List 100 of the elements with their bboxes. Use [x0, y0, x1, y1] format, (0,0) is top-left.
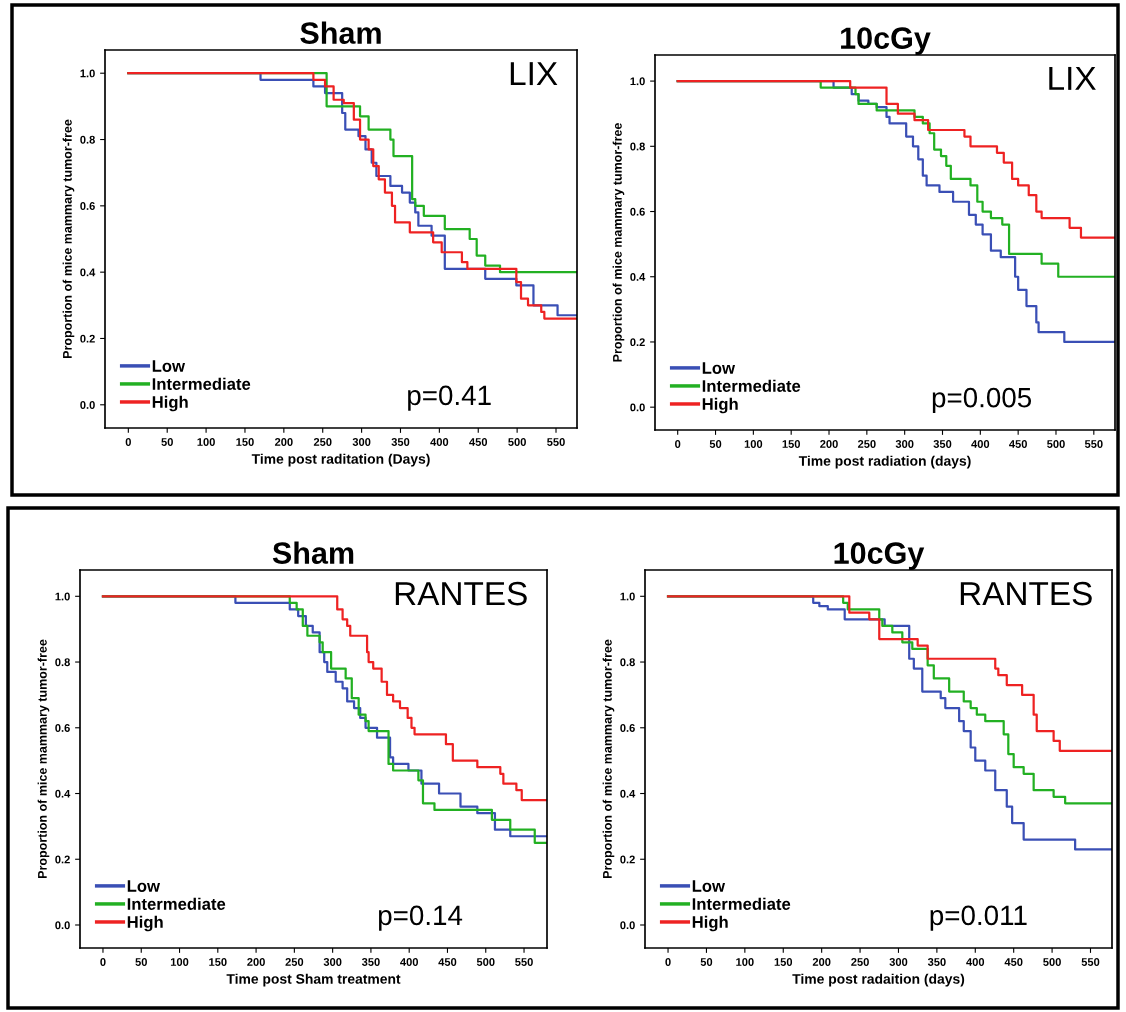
x-tick-label: 450 — [1004, 958, 1023, 966]
x-tick-label: 0 — [100, 958, 106, 966]
x-tick-label: 50 — [700, 958, 713, 966]
y-axis-title: Proportion of mice mammary tumor-free — [37, 639, 50, 878]
y-tick-label: 0.8 — [630, 142, 645, 151]
x-tick-label: 300 — [895, 440, 914, 448]
x-tick-label: 450 — [438, 958, 457, 966]
x-tick-label: 400 — [400, 958, 419, 966]
y-tick-label: 0.4 — [80, 268, 96, 277]
legend-label: Intermediate — [702, 379, 801, 392]
x-tick-label: 250 — [313, 438, 332, 446]
y-tick-label: 0.2 — [620, 855, 635, 864]
x-tick-label: 350 — [361, 958, 380, 966]
annotation: RANTES — [395, 581, 527, 606]
x-tick-label: 550 — [1084, 440, 1103, 448]
x-axis-title: Time post radiation (days) — [798, 455, 971, 469]
annotation: p=0.011 — [930, 905, 1027, 931]
x-tick-label: 100 — [744, 440, 763, 448]
y-tick-label: 0.2 — [80, 334, 95, 343]
y-tick-label: 0.8 — [80, 135, 95, 144]
x-tick-label: 500 — [1043, 958, 1061, 966]
y-tick-label: 0.0 — [630, 403, 645, 412]
x-tick-label: 200 — [274, 438, 293, 446]
x-tick-label: 50 — [161, 438, 173, 446]
y-tick-label: 0.6 — [630, 207, 645, 216]
y-tick-label: 0.4 — [630, 273, 646, 281]
x-axis-title: Time post raditation (Days) — [251, 453, 430, 467]
chart-title: 10cGy — [841, 27, 931, 55]
x-tick-label: 300 — [323, 958, 342, 966]
chart-title: Sham — [272, 541, 354, 564]
y-tick-label: 0.0 — [620, 921, 635, 930]
annotation: LIX — [1049, 66, 1096, 90]
y-axis-title: Proportion of mice mammary tumor-free — [612, 123, 625, 362]
legend-label: High — [152, 395, 188, 412]
y-tick-label: 0.2 — [55, 855, 70, 864]
x-tick-label: 550 — [515, 958, 533, 966]
y-tick-label: 0.0 — [55, 921, 70, 930]
legend-label: Intermediate — [692, 897, 791, 910]
legend-label: High — [127, 915, 163, 932]
x-tick-label: 150 — [782, 440, 800, 448]
annotation: p=0.005 — [932, 387, 1032, 413]
x-tick-label: 400 — [971, 440, 990, 448]
annotation: LIX — [510, 62, 558, 86]
x-tick-label: 550 — [1081, 958, 1100, 966]
x-tick-label: 300 — [889, 958, 908, 966]
x-tick-label: 400 — [966, 958, 985, 966]
x-tick-label: 350 — [933, 440, 952, 448]
y-tick-label: 0.6 — [80, 202, 95, 210]
x-tick-label: 400 — [430, 438, 449, 446]
x-tick-label: 350 — [927, 958, 946, 966]
x-tick-label: 200 — [820, 440, 838, 448]
y-axis-title: Proportion of mice mammary tumor-free — [62, 119, 75, 358]
x-tick-label: 50 — [135, 958, 147, 966]
annotation: RANTES — [960, 581, 1092, 606]
x-tick-label: 500 — [1047, 440, 1065, 448]
x-tick-label: 200 — [812, 958, 831, 966]
x-axis-title: Time post Sham treatment — [226, 973, 401, 987]
annotation: p=0.41 — [408, 385, 491, 411]
x-tick-label: 0 — [675, 440, 681, 448]
y-tick-label: 0.8 — [55, 658, 70, 667]
x-tick-label: 50 — [709, 440, 722, 448]
x-tick-label: 150 — [209, 958, 227, 966]
legend-label: Low — [152, 360, 186, 372]
legend-label: Low — [127, 880, 161, 892]
y-tick-label: 0.0 — [80, 401, 95, 409]
x-tick-label: 0 — [665, 958, 671, 966]
y-tick-label: 0.6 — [55, 724, 70, 732]
x-tick-label: 100 — [197, 438, 215, 446]
x-tick-label: 550 — [547, 438, 565, 446]
y-tick-label: 0.2 — [630, 338, 645, 347]
legend-label: High — [702, 397, 738, 414]
x-tick-label: 150 — [774, 958, 793, 966]
y-tick-label: 1.0 — [620, 592, 635, 601]
x-tick-label: 500 — [476, 958, 495, 966]
chart-title: 10cGy — [834, 542, 925, 570]
y-tick-label: 0.6 — [620, 724, 635, 732]
x-tick-label: 200 — [247, 958, 265, 966]
legend-label: Intermediate — [127, 897, 226, 910]
x-tick-label: 150 — [236, 438, 254, 446]
y-tick-label: 1.0 — [80, 69, 95, 78]
x-tick-label: 100 — [170, 958, 189, 966]
x-axis-title: Time post radaition (days) — [792, 973, 965, 987]
x-tick-label: 0 — [125, 438, 131, 446]
y-tick-label: 1.0 — [55, 592, 70, 601]
x-tick-label: 450 — [469, 438, 488, 446]
x-tick-label: 300 — [352, 438, 371, 446]
x-tick-label: 500 — [508, 438, 526, 446]
x-tick-label: 250 — [285, 958, 304, 966]
y-tick-label: 0.4 — [620, 789, 636, 798]
legend-label: Low — [692, 880, 726, 892]
x-tick-label: 100 — [736, 958, 754, 966]
x-tick-label: 250 — [857, 440, 876, 448]
annotation: p=0.14 — [379, 905, 463, 931]
y-tick-label: 0.4 — [55, 789, 71, 798]
x-tick-label: 350 — [391, 438, 410, 446]
legend-label: Intermediate — [152, 377, 251, 390]
legend-label: High — [692, 915, 728, 932]
y-tick-label: 1.0 — [630, 77, 645, 86]
y-axis-title: Proportion of mice mammary tumor-free — [602, 639, 615, 878]
y-tick-label: 0.8 — [620, 658, 635, 667]
